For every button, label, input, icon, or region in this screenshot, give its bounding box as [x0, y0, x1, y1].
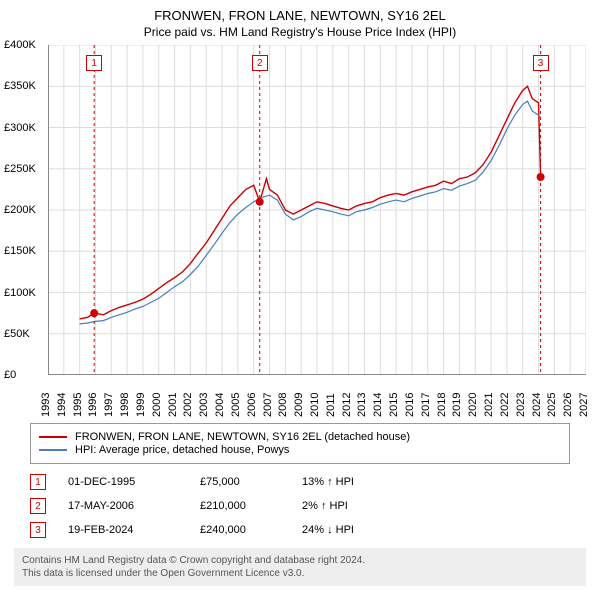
x-axis-tick-label: 2020: [467, 393, 479, 417]
x-axis-tick-label: 1998: [119, 393, 131, 417]
y-axis-tick-label: £150K: [4, 245, 36, 257]
legend-item: FRONWEN, FRON LANE, NEWTOWN, SY16 2EL (d…: [39, 431, 561, 443]
chart-marker-badge: 2: [252, 55, 268, 71]
x-axis-tick-label: 1999: [135, 393, 147, 417]
footer-line-1: Contains HM Land Registry data © Crown c…: [22, 554, 578, 567]
transaction-price: £210,000: [200, 500, 280, 512]
transaction-badge: 3: [30, 522, 46, 538]
transaction-row: 3 19-FEB-2024 £240,000 24% ↓ HPI: [30, 518, 570, 542]
x-axis-tick-label: 2012: [341, 393, 353, 417]
chart-title: FRONWEN, FRON LANE, NEWTOWN, SY16 2EL: [0, 0, 600, 23]
x-axis-tick-label: 2019: [451, 393, 463, 417]
x-axis-tick-label: 2000: [151, 393, 163, 417]
legend-box: FRONWEN, FRON LANE, NEWTOWN, SY16 2EL (d…: [30, 423, 570, 464]
x-axis-tick-label: 2017: [420, 393, 432, 417]
x-axis-tick-label: 2024: [531, 393, 543, 417]
chart-plot-area: 123£0£50K£100K£150K£200K£250K£300K£350K£…: [48, 45, 586, 375]
x-axis-tick-label: 1997: [103, 393, 115, 417]
x-axis-tick-label: 2004: [214, 393, 226, 417]
y-axis-tick-label: £250K: [4, 163, 36, 175]
x-axis-tick-label: 1995: [72, 393, 84, 417]
x-axis-tick-label: 2005: [230, 393, 242, 417]
y-axis-tick-label: £0: [4, 369, 16, 381]
legend-item: HPI: Average price, detached house, Powy…: [39, 444, 561, 456]
transaction-badge: 2: [30, 498, 46, 514]
x-axis-tick-label: 2008: [277, 393, 289, 417]
x-axis-tick-label: 2025: [546, 393, 558, 417]
transaction-date: 17-MAY-2006: [68, 500, 178, 512]
chart-marker-badge: 1: [86, 55, 102, 71]
x-axis-tick-label: 2018: [436, 393, 448, 417]
x-axis-tick-label: 2002: [182, 393, 194, 417]
chart-svg: [48, 45, 586, 375]
transaction-date: 01-DEC-1995: [68, 476, 178, 488]
chart-subtitle: Price paid vs. HM Land Registry's House …: [0, 23, 600, 45]
legend-swatch: [39, 436, 67, 438]
x-axis-tick-label: 2015: [388, 393, 400, 417]
transactions-table: 1 01-DEC-1995 £75,000 13% ↑ HPI 2 17-MAY-2006…: [30, 470, 570, 542]
x-axis-tick-label: 1996: [87, 393, 99, 417]
x-axis-tick-label: 2021: [483, 393, 495, 417]
transaction-pct: 24% ↓ HPI: [302, 524, 412, 536]
x-axis-tick-label: 2007: [262, 393, 274, 417]
transaction-price: £75,000: [200, 476, 280, 488]
footer-attribution: Contains HM Land Registry data © Crown c…: [14, 548, 586, 586]
x-axis-tick-label: 1993: [40, 393, 52, 417]
x-axis-tick-label: 2003: [198, 393, 210, 417]
x-axis-tick-label: 2009: [293, 393, 305, 417]
transaction-pct: 2% ↑ HPI: [302, 500, 412, 512]
transaction-price: £240,000: [200, 524, 280, 536]
x-axis-tick-label: 2027: [578, 393, 590, 417]
legend-swatch: [39, 449, 67, 451]
x-axis-tick-label: 2011: [325, 393, 337, 417]
x-axis-tick-label: 2010: [309, 393, 321, 417]
x-axis-tick-label: 2014: [372, 393, 384, 417]
y-axis-tick-label: £400K: [4, 39, 36, 51]
x-axis-tick-label: 2001: [167, 393, 179, 417]
x-axis-tick-label: 2022: [499, 393, 511, 417]
chart-container: FRONWEN, FRON LANE, NEWTOWN, SY16 2EL Pr…: [0, 0, 600, 590]
y-axis-tick-label: £50K: [4, 328, 30, 340]
chart-marker-badge: 3: [533, 55, 549, 71]
x-axis-tick-label: 2013: [356, 393, 368, 417]
legend-label: HPI: Average price, detached house, Powy…: [75, 444, 289, 456]
transaction-badge: 1: [30, 474, 46, 490]
x-axis-tick-label: 2023: [515, 393, 527, 417]
transaction-row: 1 01-DEC-1995 £75,000 13% ↑ HPI: [30, 470, 570, 494]
legend-label: FRONWEN, FRON LANE, NEWTOWN, SY16 2EL (d…: [75, 431, 410, 443]
transaction-row: 2 17-MAY-2006 £210,000 2% ↑ HPI: [30, 494, 570, 518]
x-axis-tick-label: 2006: [246, 393, 258, 417]
x-axis-labels: 1993199419951996199719981999200020012002…: [48, 375, 586, 417]
y-axis-tick-label: £300K: [4, 122, 36, 134]
x-axis-tick-label: 2016: [404, 393, 416, 417]
transaction-date: 19-FEB-2024: [68, 524, 178, 536]
y-axis-tick-label: £200K: [4, 204, 36, 216]
x-axis-tick-label: 2026: [562, 393, 574, 417]
footer-line-2: This data is licensed under the Open Gov…: [22, 567, 578, 580]
y-axis-tick-label: £350K: [4, 80, 36, 92]
x-axis-tick-label: 1994: [56, 393, 68, 417]
y-axis-tick-label: £100K: [4, 287, 36, 299]
transaction-pct: 13% ↑ HPI: [302, 476, 412, 488]
